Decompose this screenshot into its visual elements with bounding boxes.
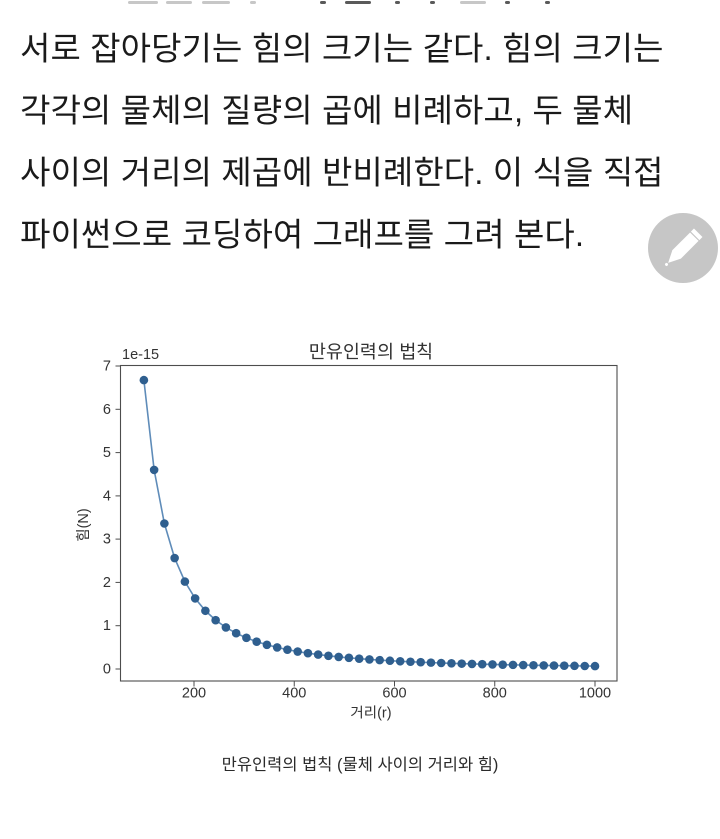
- svg-text:6: 6: [103, 402, 111, 418]
- svg-text:3: 3: [103, 532, 111, 548]
- svg-text:거리(r): 거리(r): [350, 706, 391, 722]
- svg-text:5: 5: [103, 445, 111, 461]
- svg-text:만유인력의 법칙: 만유인력의 법칙: [309, 341, 433, 362]
- svg-text:2: 2: [103, 575, 111, 591]
- svg-text:1: 1: [103, 618, 111, 634]
- svg-text:힘(N): 힘(N): [76, 508, 92, 541]
- svg-text:600: 600: [382, 686, 406, 702]
- svg-text:0: 0: [103, 662, 111, 678]
- svg-text:1e-15: 1e-15: [122, 347, 159, 363]
- svg-text:400: 400: [282, 686, 306, 702]
- svg-text:7: 7: [103, 359, 111, 375]
- svg-text:200: 200: [182, 686, 206, 702]
- svg-text:4: 4: [103, 488, 111, 504]
- svg-text:800: 800: [483, 686, 507, 702]
- svg-text:1000: 1000: [579, 686, 611, 702]
